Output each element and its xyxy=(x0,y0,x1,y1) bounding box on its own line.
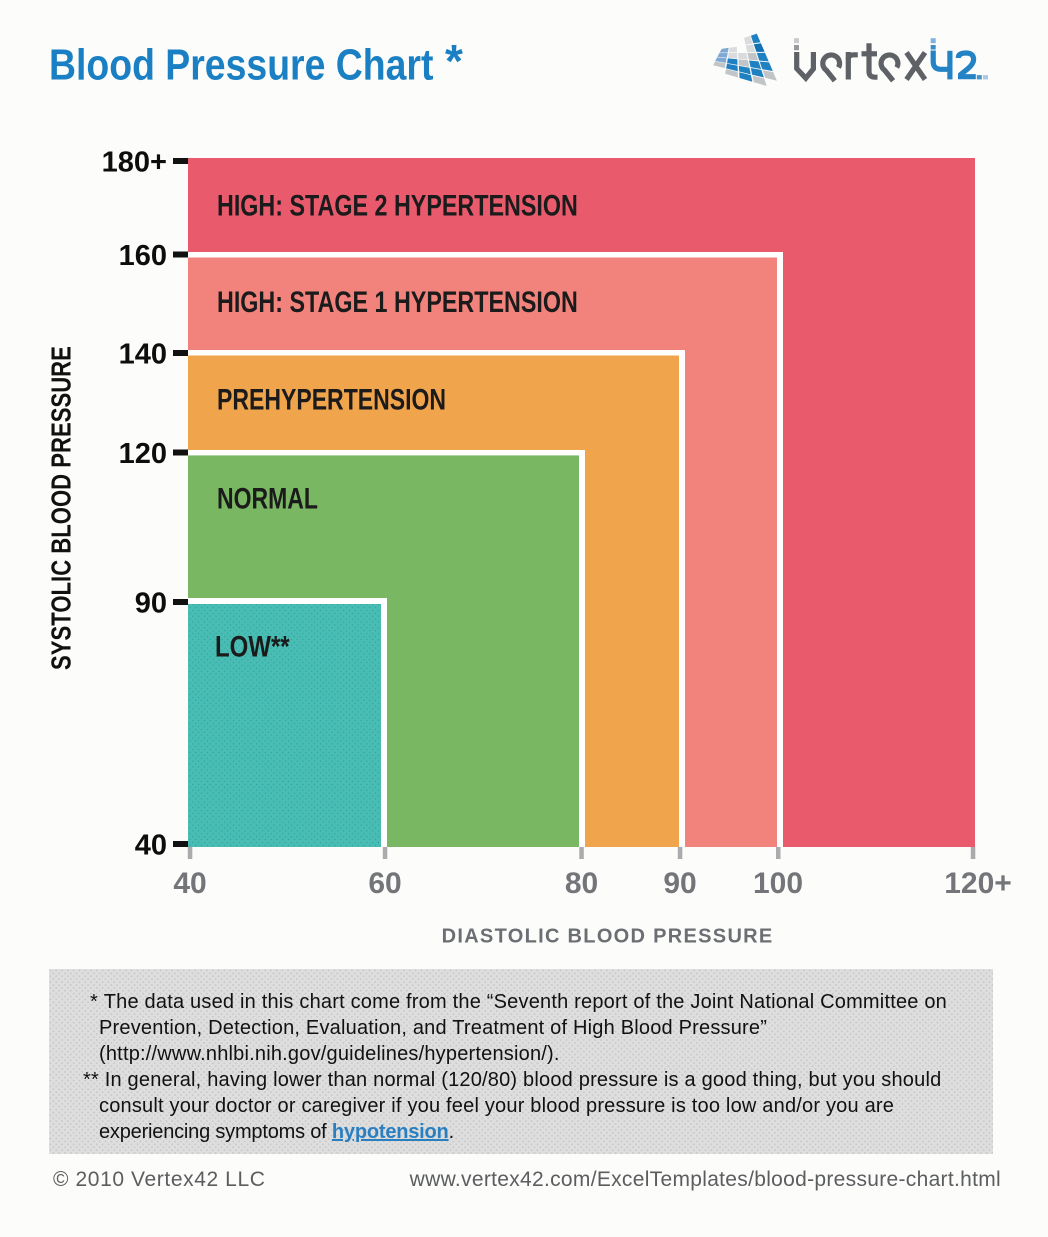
svg-text:60: 60 xyxy=(368,867,401,900)
svg-text:Blood Pressure Chart: Blood Pressure Chart xyxy=(49,40,434,90)
svg-text:40: 40 xyxy=(135,830,167,862)
svg-text:HIGH: STAGE 1 HYPERTENSION: HIGH: STAGE 1 HYPERTENSION xyxy=(217,285,578,319)
svg-text:100: 100 xyxy=(753,867,803,900)
svg-text:PREHYPERTENSION: PREHYPERTENSION xyxy=(217,383,446,417)
svg-text:90: 90 xyxy=(135,588,167,620)
svg-text:LOW**: LOW** xyxy=(215,629,290,663)
svg-text:120+: 120+ xyxy=(944,867,1012,900)
svg-text:120: 120 xyxy=(119,438,167,470)
svg-text:*: * xyxy=(445,35,463,87)
svg-text:SYSTOLIC BLOOD PRESSURE: SYSTOLIC BLOOD PRESSURE xyxy=(46,346,77,670)
svg-text:160: 160 xyxy=(119,240,167,272)
svg-text:90: 90 xyxy=(663,867,696,900)
svg-text:80: 80 xyxy=(565,867,598,900)
svg-text:140: 140 xyxy=(119,339,167,371)
svg-text:180+: 180+ xyxy=(102,147,167,179)
svg-text:DIASTOLIC BLOOD PRESSURE: DIASTOLIC BLOOD PRESSURE xyxy=(442,926,774,948)
svg-text:HIGH: STAGE 2 HYPERTENSION: HIGH: STAGE 2 HYPERTENSION xyxy=(217,189,578,223)
svg-text:40: 40 xyxy=(173,867,206,900)
svg-text:NORMAL: NORMAL xyxy=(217,482,318,516)
